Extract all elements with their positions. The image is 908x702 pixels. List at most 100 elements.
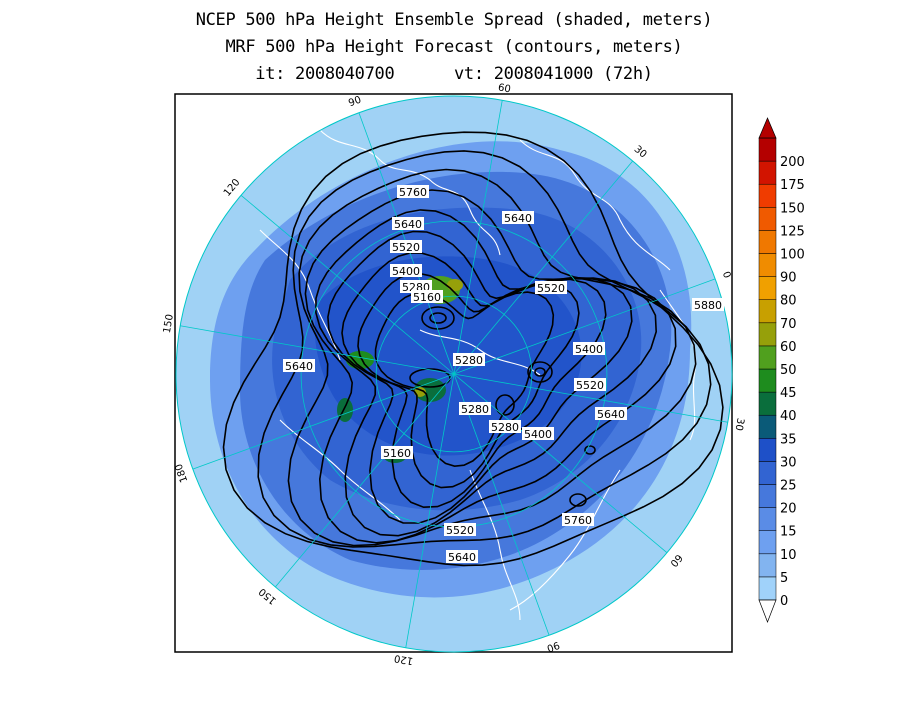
contour-label-bg bbox=[459, 402, 491, 415]
contour-label: 5640 bbox=[502, 211, 534, 225]
contour-label-bg bbox=[522, 427, 554, 440]
colorbar-swatch bbox=[758, 438, 777, 462]
contour-label: 5280 bbox=[489, 420, 521, 434]
coast-africa bbox=[659, 289, 697, 441]
colorbar-label: 15 bbox=[780, 525, 797, 540]
colorbar: 0 5 10 15 20 25 30 35 40 45 50 60 70 80 90 100 125 150 175… bbox=[758, 117, 805, 623]
colorbar-label: 50 bbox=[780, 363, 797, 378]
longitude-label: 30 bbox=[733, 417, 746, 431]
graticule bbox=[180, 100, 728, 648]
contour-label-text: 5640 bbox=[597, 408, 625, 421]
colorbar-swatch bbox=[758, 530, 777, 555]
coast-asia-south bbox=[509, 469, 621, 611]
longitude-label: 90 bbox=[347, 95, 363, 110]
contour-label-text: 5520 bbox=[392, 241, 420, 254]
coast-arctic bbox=[419, 329, 541, 376]
contour-label-text: 5280 bbox=[491, 421, 519, 434]
closed-contour bbox=[569, 493, 587, 507]
contour-label-bg bbox=[397, 185, 429, 198]
closed-contour bbox=[534, 367, 546, 377]
contour-label: 5400 bbox=[390, 264, 422, 278]
colorbar-label: 40 bbox=[780, 409, 797, 424]
closed-contour bbox=[527, 361, 553, 383]
contour-label-bg bbox=[444, 523, 476, 536]
colorbar-swatch bbox=[758, 368, 777, 393]
contour-label-bg bbox=[574, 378, 606, 391]
colorbar-label: 200 bbox=[780, 155, 805, 170]
colorbar-label: 70 bbox=[780, 317, 797, 332]
colorbar-swatch bbox=[758, 253, 777, 277]
colorbar-swatch bbox=[758, 391, 777, 416]
contour-label-bg bbox=[453, 353, 485, 366]
contour-label-text: 5760 bbox=[399, 186, 427, 199]
meridian bbox=[240, 194, 455, 375]
contour-label-bg bbox=[595, 407, 627, 420]
colorbar-swatch bbox=[758, 276, 777, 300]
colorbar-label: 175 bbox=[780, 178, 805, 193]
closed-contour bbox=[409, 368, 451, 388]
meridian bbox=[453, 373, 728, 423]
title-line-1: NCEP 500 hPa Height Ensemble Spread (sha… bbox=[195, 10, 713, 30]
contour-label-bg bbox=[400, 280, 432, 293]
contour-label-text: 5880 bbox=[694, 299, 722, 312]
colorbar-swatch bbox=[758, 576, 777, 601]
longitude-label: 90 bbox=[545, 639, 561, 654]
contour-label-text: 5640 bbox=[504, 212, 532, 225]
contour-label-text: 5640 bbox=[394, 218, 422, 231]
colorbar-swatch bbox=[758, 414, 777, 439]
contour-label: 5760 bbox=[397, 185, 429, 199]
latitude-circle bbox=[375, 295, 533, 453]
contour-label: 5400 bbox=[573, 342, 605, 356]
contour-label-text: 5520 bbox=[537, 282, 565, 295]
colorbar-max-arrow bbox=[758, 117, 777, 139]
colorbar-label: 30 bbox=[780, 455, 797, 470]
contour-label-text: 5760 bbox=[564, 514, 592, 527]
colorbar-label: 0 bbox=[780, 594, 788, 609]
meridian bbox=[405, 373, 455, 648]
contour-label: 5280 bbox=[453, 353, 485, 367]
contour-label-bg bbox=[283, 359, 315, 372]
contour-label: 5520 bbox=[390, 240, 422, 254]
colorbar-swatch bbox=[758, 484, 777, 508]
contour-label-bg bbox=[502, 211, 534, 224]
longitude-label: 120 bbox=[393, 652, 414, 666]
contour-label-text: 5160 bbox=[383, 447, 411, 460]
contour-label: 5280 bbox=[459, 402, 491, 416]
colorbar-swatch bbox=[758, 507, 777, 531]
colorbar-swatch bbox=[758, 553, 777, 578]
closed-contour bbox=[429, 312, 447, 324]
contour-label-text: 5400 bbox=[575, 343, 603, 356]
contour-label-text: 5520 bbox=[446, 524, 474, 537]
title-line-2: MRF 500 hPa Height Forecast (contours, m… bbox=[225, 37, 683, 57]
colorbar-swatch bbox=[758, 322, 777, 347]
colorbar-label: 90 bbox=[780, 271, 797, 286]
colorbar-swatch bbox=[758, 345, 777, 370]
contour-label: 5760 bbox=[562, 513, 594, 527]
colorbar-label: 10 bbox=[780, 548, 797, 563]
contour-label: 5640 bbox=[392, 217, 424, 231]
contour-label-text: 5400 bbox=[392, 265, 420, 278]
meridian bbox=[453, 278, 716, 375]
meridian bbox=[453, 373, 550, 636]
contour-label: 5520 bbox=[444, 523, 476, 537]
colorbar-swatch bbox=[758, 299, 777, 324]
colorbar-swatch bbox=[758, 207, 777, 231]
contour-label-text: 5280 bbox=[455, 354, 483, 367]
contour-label-text: 5640 bbox=[285, 360, 313, 373]
disk-boundary bbox=[175, 95, 733, 653]
contour-label-text: 5400 bbox=[524, 428, 552, 441]
contour-label-bg bbox=[411, 290, 443, 303]
longitude-label: 150 bbox=[162, 313, 176, 334]
contour-label-bg bbox=[562, 513, 594, 526]
contour-label: 5400 bbox=[522, 427, 554, 441]
contour-label-text: 5520 bbox=[576, 379, 604, 392]
contour-line bbox=[315, 209, 658, 537]
title-line-3: it: 2008040700 vt: 2008041000 (72h) bbox=[255, 64, 653, 84]
colorbar-swatch bbox=[758, 461, 777, 485]
contour-label-bg bbox=[573, 342, 605, 355]
colorbar-label: 100 bbox=[780, 248, 805, 263]
colorbar-label: 5 bbox=[780, 571, 788, 586]
colorbar-label: 80 bbox=[780, 294, 797, 309]
spread-peak-n-atlantic bbox=[447, 279, 463, 291]
colorbar-label: 60 bbox=[780, 340, 797, 355]
